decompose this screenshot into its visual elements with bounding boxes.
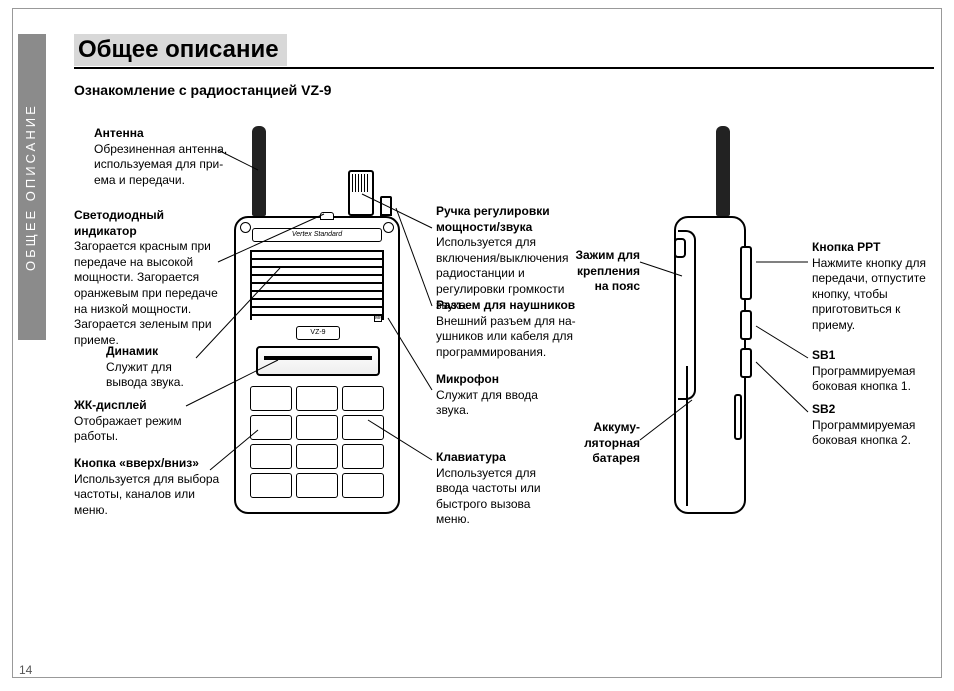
device-body-front: Vertex Standard MIC VZ-9 [234,216,400,514]
callout-battery: Аккуму­ляторная батарея [572,420,640,467]
lcd-display-icon [256,346,380,376]
callout-label: Динамик [106,344,206,360]
callout-clip: Зажим для крепления на пояс [566,248,640,295]
battery-outline-icon [686,366,708,506]
callout-sb1: SB1 Программируемая боковая кнопка 1. [812,348,932,395]
callout-desc: Служит для ввода звука. [436,388,566,419]
callout-label: Светодиодный индикатор [74,208,224,239]
callout-mic: Микрофон Служит для ввода звука. [436,372,566,419]
section-side-tab: ОБЩЕЕ ОПИСАНИЕ [18,34,46,340]
keypad-key [250,473,292,498]
keypad-icon [250,386,384,498]
brand-label: Vertex Standard [252,228,382,242]
page-subtitle: Ознакомление с радиостанцией VZ-9 [74,82,331,98]
callout-label: ЖК-дисплей [74,398,194,414]
led-indicator-icon [320,212,334,220]
keypad-key [342,473,384,498]
callout-label: Кнопка PPT [812,240,932,256]
callout-desc: Загорается красным при передаче на высок… [74,239,224,348]
callout-ptt: Кнопка PPT Нажмите кнопку для передачи, … [812,240,932,334]
keypad-key [296,473,338,498]
callout-desc: Обрезиненная антенна, используемая для п… [94,142,228,189]
device-front-diagram: Vertex Standard MIC VZ-9 [228,126,408,526]
callout-label: SB1 [812,348,932,364]
antenna-side-icon [716,126,730,216]
page-title: Общее описание [74,34,287,66]
callout-sb2: SB2 Программируемая боковая кнопка 2. [812,402,932,449]
callout-label: Ручка регулировки мощности/звука [436,204,576,235]
callout-desc: Используется для вы­бора частоты, канало… [74,472,220,519]
callout-desc: Используется для ввода частоты или быстр… [436,466,556,528]
callout-label: Кнопка «вверх/вниз» [74,456,220,472]
keypad-key [296,386,338,411]
keypad-key [250,444,292,469]
device-body-side [674,216,746,514]
callout-label: Клавиатура [436,450,556,466]
callout-led: Светодиодный индикатор Загорается красны… [74,208,224,348]
title-underline [74,67,934,69]
callout-label: Антенна [94,126,228,142]
device-side-diagram [656,126,756,526]
section-side-tab-text: ОБЩЕЕ ОПИСАНИЕ [18,34,43,340]
keypad-key [342,444,384,469]
model-badge: VZ-9 [296,326,340,340]
callout-jack: Разъем для наушников Внешний разъем для … [436,298,586,360]
callout-updown: Кнопка «вверх/вниз» Используется для вы­… [74,456,220,518]
keypad-key [342,415,384,440]
keypad-key [250,386,292,411]
callout-label: Аккуму­ляторная батарея [572,420,640,467]
callout-knob: Ручка регулировки мощности/звука Использ… [436,204,576,313]
callout-speaker: Динамик Служит для вывода звука. [106,344,206,391]
volume-knob-icon [348,170,374,216]
callout-desc: Отображает режим работы. [74,414,194,445]
callout-antenna: Антенна Обрезиненная антенна, используем… [94,126,228,188]
callout-keypad: Клавиатура Используется для ввода частот… [436,450,556,528]
sb2-button-icon [740,348,752,378]
callout-desc: Внешний разъем для на­ушников или кабеля… [436,314,586,361]
side-jack-icon [734,394,742,440]
callout-label: Зажим для крепления на пояс [566,248,640,295]
keypad-key [296,444,338,469]
callout-desc: Программируемая боковая кнопка 2. [812,418,932,449]
antenna-icon [252,126,266,216]
page-number: 14 [19,663,32,677]
callout-label: SB2 [812,402,932,418]
callout-label: Микрофон [436,372,566,388]
callout-desc: Нажмите кнопку для передачи, отпустите к… [812,256,932,334]
callout-desc: Служит для вывода звука. [106,360,206,391]
callout-desc: Программируемая боковая кнопка 1. [812,364,932,395]
keypad-key [296,415,338,440]
speaker-grille-icon [250,250,384,320]
ptt-button-icon [740,246,752,300]
headphone-jack-icon [380,196,392,216]
title-block: Общее описание [74,34,934,69]
keypad-key [342,386,384,411]
keypad-key [250,415,292,440]
mic-icon: MIC [374,314,382,322]
callout-lcd: ЖК-дисплей Отображает режим работы. [74,398,194,445]
callout-label: Разъем для наушников [436,298,586,314]
sb1-button-icon [740,310,752,340]
